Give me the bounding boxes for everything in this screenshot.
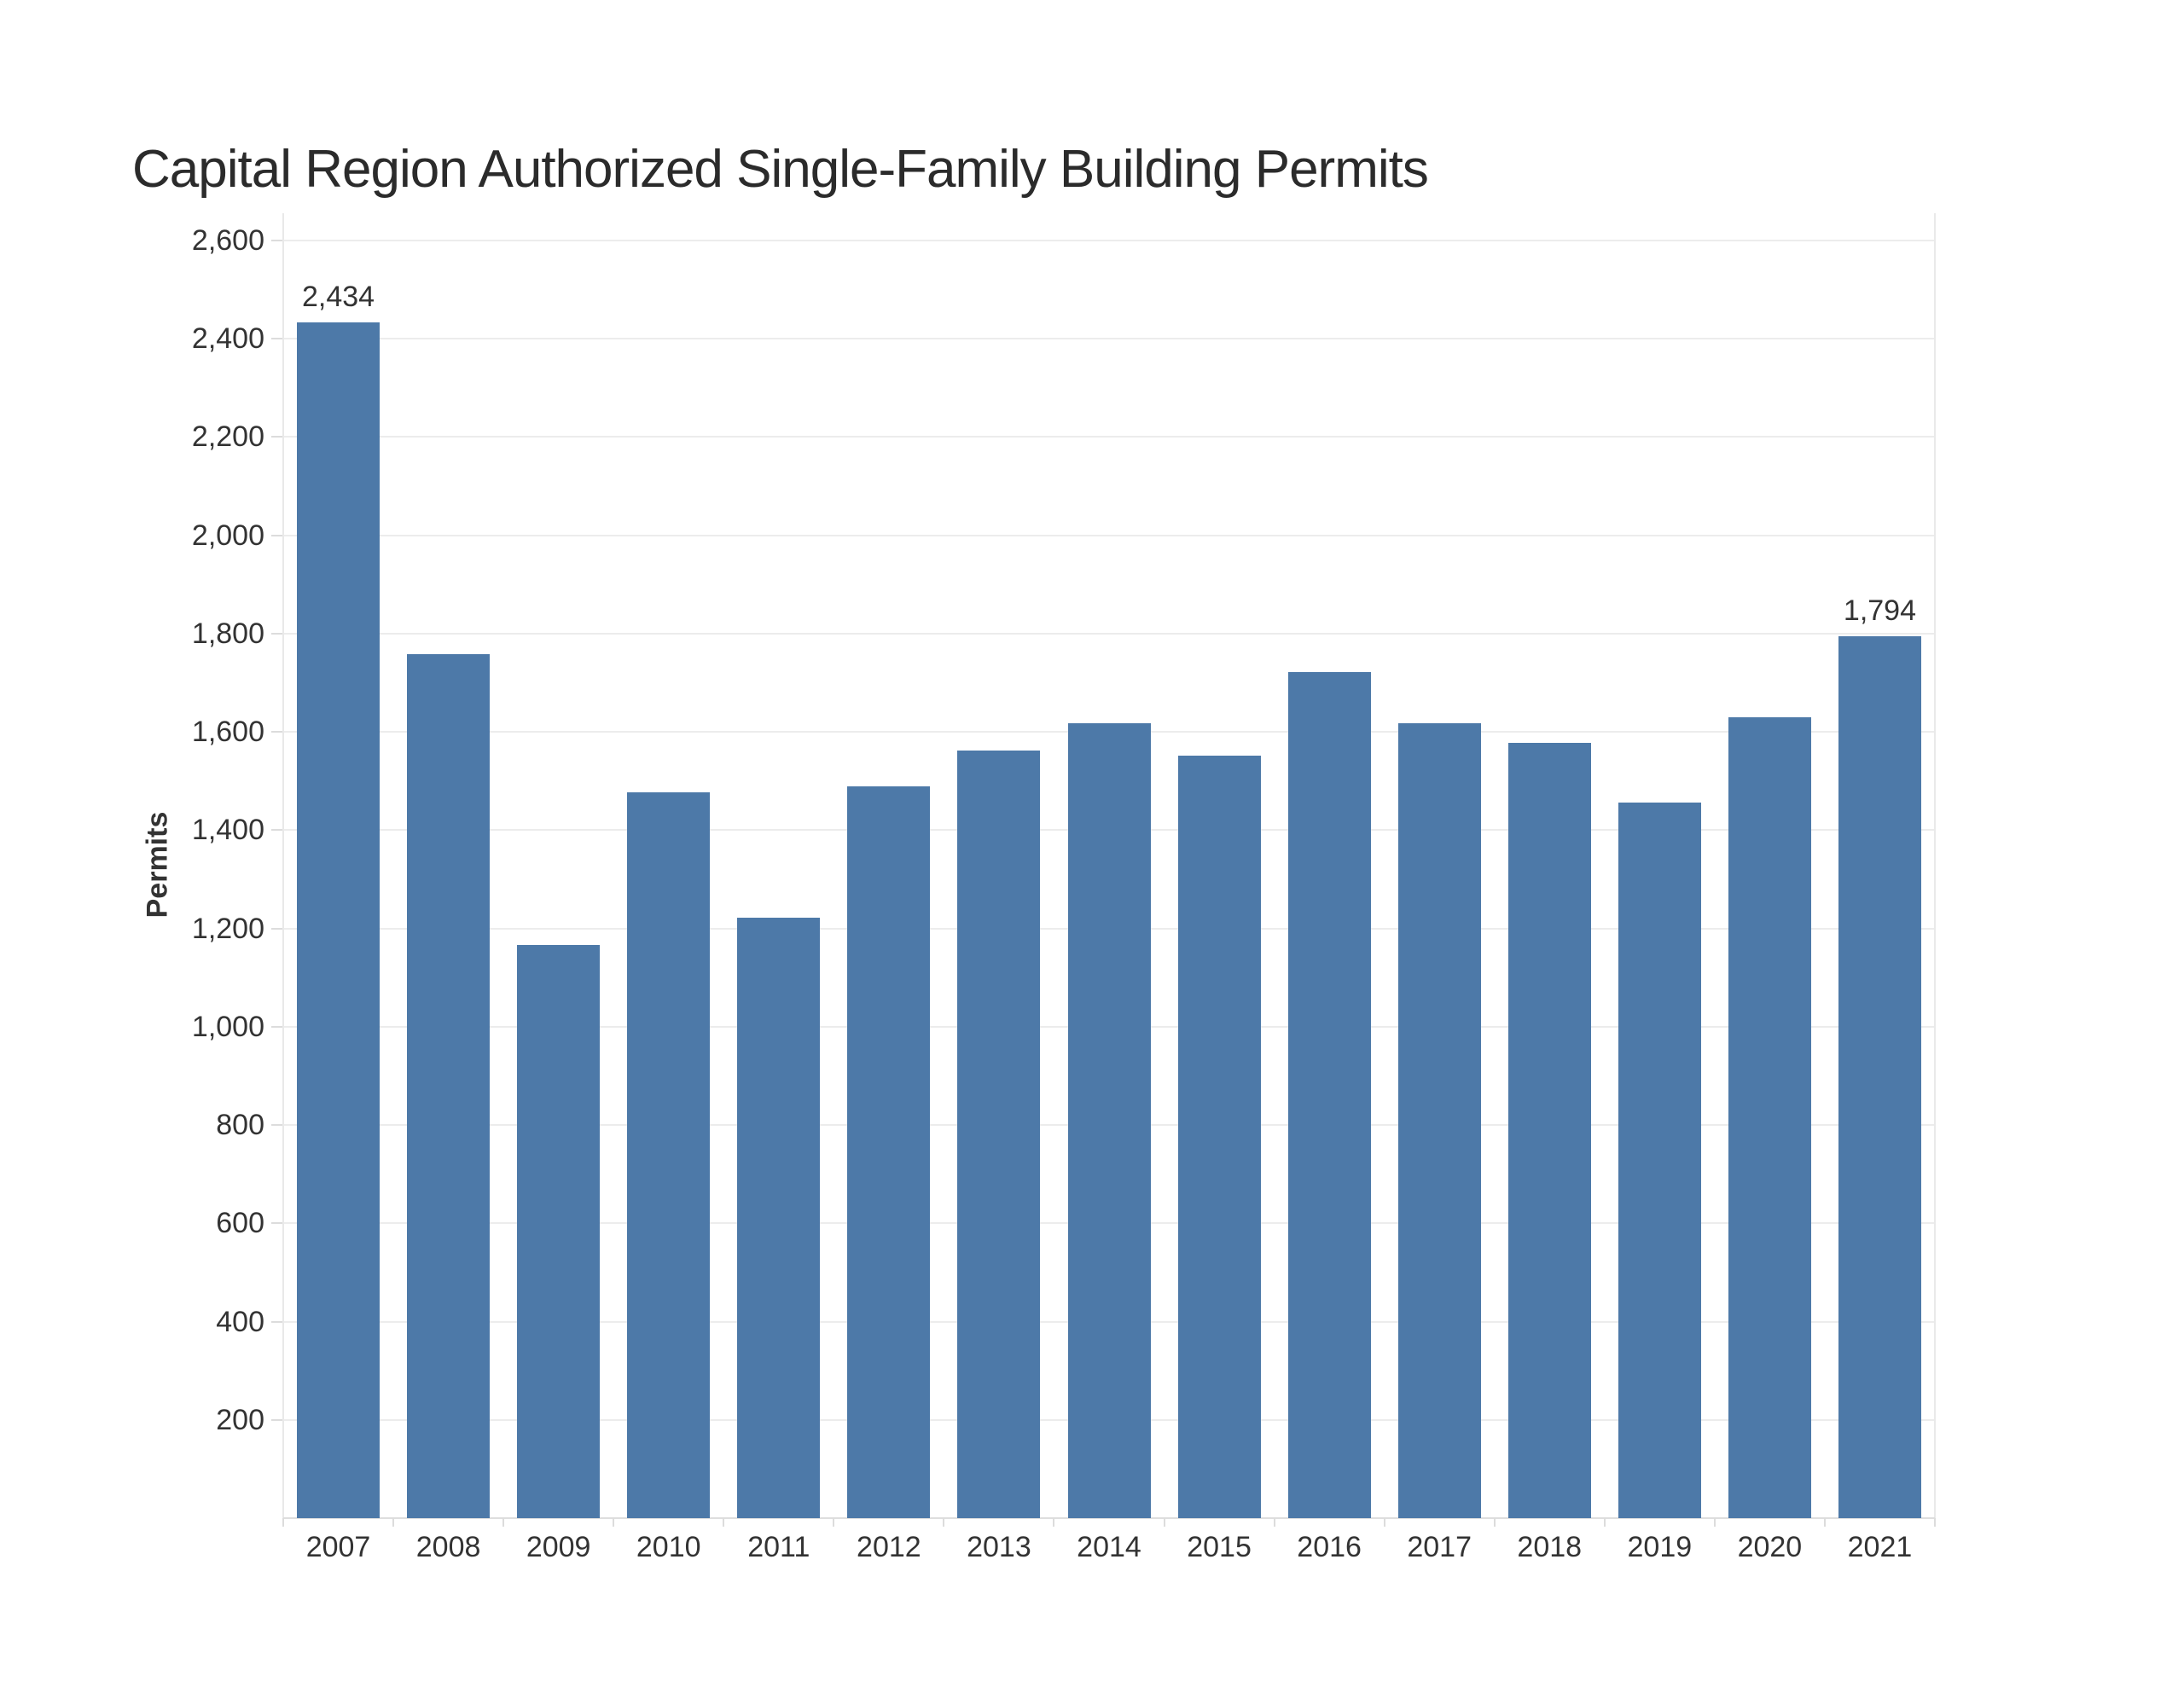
y-tick-label: 2,400 [191, 322, 264, 356]
y-tick-label: 1,400 [191, 814, 264, 847]
x-axis-label-2013: 2013 [967, 1531, 1031, 1563]
gridline-2200 [283, 436, 1935, 438]
x-tick-mark [1934, 1518, 1936, 1527]
y-tick-label: 600 [216, 1207, 264, 1240]
y-tick-mark-1000 [271, 1025, 283, 1028]
x-axis-label-2009: 2009 [526, 1531, 591, 1563]
x-tick-mark [943, 1518, 945, 1527]
y-tick-label: 200 [216, 1403, 264, 1436]
x-axis-label-2018: 2018 [1517, 1531, 1583, 1563]
gridline-2400 [283, 338, 1935, 340]
x-axis-label-2010: 2010 [636, 1531, 701, 1563]
y-tick-label: 2,600 [191, 224, 264, 257]
x-tick-mark [1493, 1518, 1496, 1527]
y-tick-mark-2600 [271, 240, 283, 241]
bar-2015[interactable] [1177, 755, 1261, 1518]
bar-value-label-2021: 1,794 [1843, 594, 1916, 628]
y-tick-mark-2000 [271, 534, 283, 536]
x-tick-mark [833, 1518, 835, 1527]
x-axis-label-2007: 2007 [305, 1531, 371, 1563]
bar-2008[interactable] [407, 654, 491, 1518]
gridline-1800 [283, 632, 1935, 635]
y-tick-mark-1800 [271, 632, 283, 635]
axis-line-left [282, 213, 284, 1518]
x-axis-label-2012: 2012 [857, 1531, 921, 1563]
x-tick-mark [282, 1518, 284, 1527]
bar-value-label-2007: 2,434 [301, 280, 375, 313]
y-tick-label: 400 [216, 1305, 264, 1338]
bar-2013[interactable] [957, 751, 1041, 1518]
x-tick-mark [1823, 1518, 1826, 1527]
x-axis-label-2015: 2015 [1187, 1531, 1252, 1563]
x-axis-baseline [283, 1517, 1935, 1519]
y-tick-mark-2200 [271, 436, 283, 438]
bar-2012[interactable] [847, 786, 931, 1518]
bar-2010[interactable] [627, 792, 711, 1518]
y-tick-mark-1600 [271, 731, 283, 733]
x-tick-mark [723, 1518, 725, 1527]
bar-2009[interactable] [517, 945, 601, 1518]
x-tick-mark [1053, 1518, 1055, 1527]
gridline-2600 [283, 240, 1935, 241]
bar-2020[interactable] [1728, 716, 1811, 1518]
bar-2018[interactable] [1507, 742, 1591, 1518]
x-tick-mark [1163, 1518, 1165, 1527]
y-tick-label: 1,800 [191, 617, 264, 650]
y-tick-mark-600 [271, 1222, 283, 1225]
y-tick-label: 1,000 [191, 1010, 264, 1043]
x-tick-mark [1603, 1518, 1606, 1527]
y-tick-label: 1,600 [191, 716, 264, 749]
bar-2016[interactable] [1287, 671, 1371, 1518]
bar-2017[interactable] [1397, 722, 1481, 1518]
x-axis-label-2017: 2017 [1407, 1531, 1472, 1563]
y-tick-label: 800 [216, 1109, 264, 1142]
bar-2019[interactable] [1618, 802, 1701, 1518]
x-tick-mark [502, 1518, 505, 1527]
x-tick-mark [1273, 1518, 1275, 1527]
x-axis-label-2016: 2016 [1297, 1531, 1362, 1563]
bar-2014[interactable] [1067, 722, 1151, 1518]
y-tick-label: 1,200 [191, 912, 264, 945]
x-tick-mark [392, 1518, 395, 1527]
x-tick-mark [613, 1518, 615, 1527]
y-tick-mark-1400 [271, 829, 283, 832]
y-tick-mark-200 [271, 1418, 283, 1421]
y-tick-mark-1200 [271, 927, 283, 930]
y-tick-mark-800 [271, 1124, 283, 1127]
x-axis-label-2014: 2014 [1077, 1531, 1141, 1563]
x-axis-label-2019: 2019 [1627, 1531, 1693, 1563]
y-tick-label: 2,200 [191, 420, 264, 454]
x-axis-label-2021: 2021 [1847, 1531, 1913, 1563]
y-tick-mark-400 [271, 1320, 283, 1323]
x-tick-mark [1713, 1518, 1716, 1527]
x-axis-label-2011: 2011 [747, 1531, 810, 1563]
bar-2021[interactable] [1838, 636, 1921, 1518]
x-axis-label-2008: 2008 [415, 1531, 481, 1563]
chart-title: Capital Region Authorized Single-Family … [132, 140, 1429, 199]
x-tick-mark [1383, 1518, 1385, 1527]
x-axis-label-2020: 2020 [1737, 1531, 1803, 1563]
bar-2011[interactable] [737, 917, 821, 1518]
bar-2007[interactable] [297, 322, 380, 1518]
y-tick-label: 2,000 [191, 519, 264, 552]
gridline-2000 [283, 534, 1935, 536]
axis-line-right [1934, 213, 1936, 1518]
y-tick-mark-2400 [271, 338, 283, 340]
